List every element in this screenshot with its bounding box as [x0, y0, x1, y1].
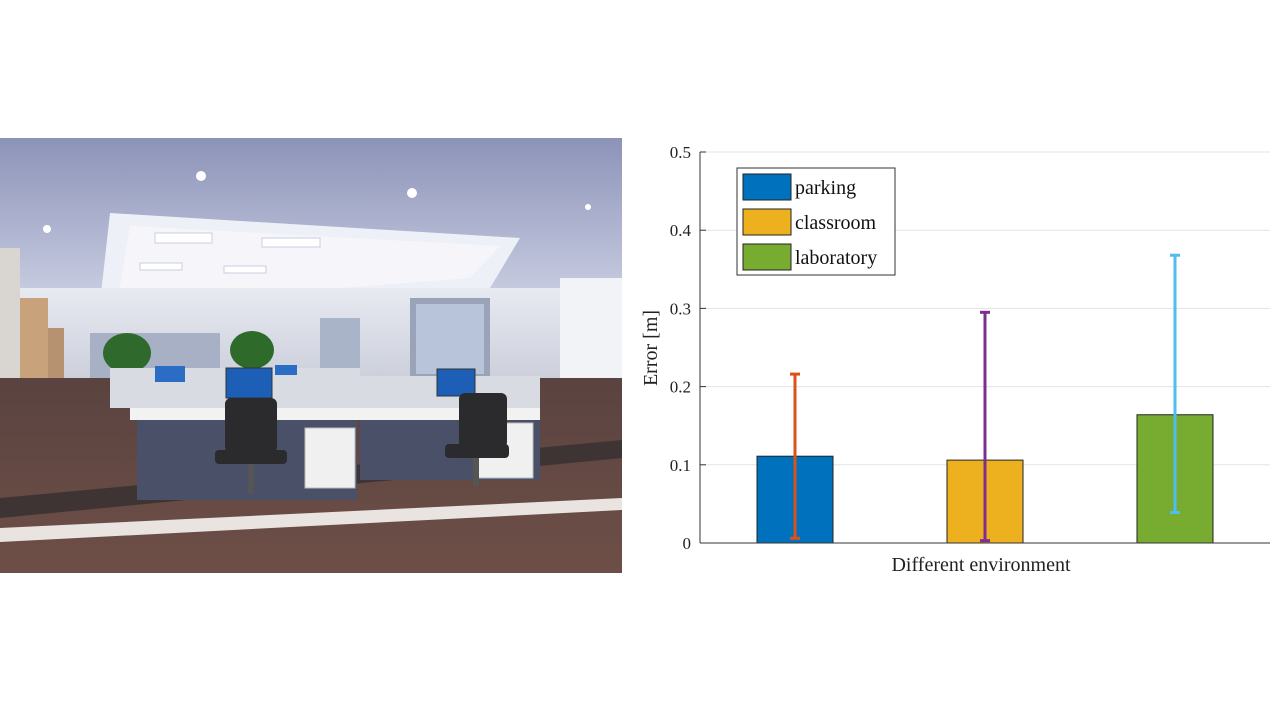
y-tick-label: 0.5 [670, 143, 691, 162]
y-tick-label: 0.1 [670, 456, 691, 475]
y-tick-label: 0.3 [670, 299, 691, 318]
legend-label-parking: parking [795, 177, 856, 199]
legend-swatch-parking [742, 173, 792, 201]
y-tick-labels: 0 0.1 0.2 0.3 0.4 0.5 [670, 143, 692, 553]
y-axis-label: Error [m] [640, 310, 662, 386]
chart-canvas: 0 0.1 0.2 0.3 0.4 0.5 Error [m] Different env… [640, 143, 1270, 576]
x-axis-label: Different environment [891, 554, 1070, 576]
legend-label-laboratory: laboratory [795, 247, 877, 269]
error-bar-chart: 0 0.1 0.2 0.3 0.4 0.5 Error [m] Different env… [630, 130, 1280, 590]
legend-swatch-laboratory [742, 243, 792, 271]
axes [699, 151, 1270, 544]
legend-swatch-classroom [742, 208, 792, 236]
error-bars [790, 253, 1180, 543]
legend: parking classroom laboratory [736, 167, 896, 276]
y-tick-label: 0 [683, 534, 692, 553]
y-tick-label: 0.4 [670, 221, 692, 240]
legend-label-classroom: classroom [795, 212, 877, 234]
office-photo [0, 138, 622, 573]
y-tick-label: 0.2 [670, 378, 691, 397]
